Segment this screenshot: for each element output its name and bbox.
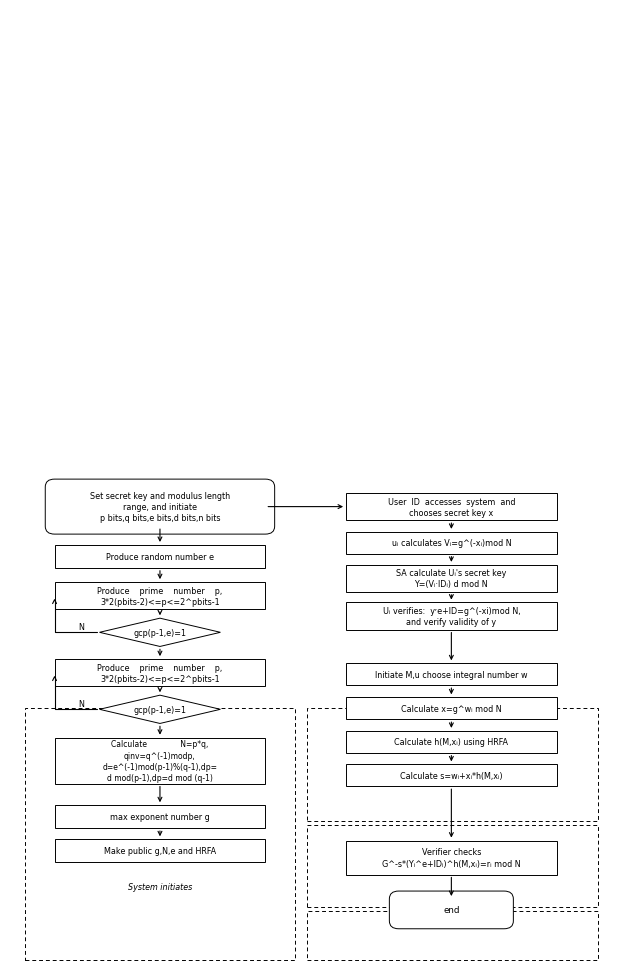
FancyBboxPatch shape: [346, 532, 557, 555]
Text: Uᵢ verifies:  yʳe+ID=g^(-xi)mod N,
and verify validity of y: Uᵢ verifies: yʳe+ID=g^(-xi)mod N, and ve…: [383, 606, 520, 627]
Bar: [307, 708, 598, 822]
FancyBboxPatch shape: [55, 805, 265, 828]
FancyBboxPatch shape: [346, 602, 557, 630]
FancyBboxPatch shape: [346, 565, 557, 593]
Text: end: end: [443, 906, 459, 914]
Text: Set secret key and modulus length
range, and initiate
p bits,q bits,e bits,d bit: Set secret key and modulus length range,…: [90, 492, 230, 522]
FancyBboxPatch shape: [346, 731, 557, 753]
FancyBboxPatch shape: [346, 697, 557, 720]
FancyBboxPatch shape: [45, 479, 275, 535]
Text: Calculate x=g^wᵢ mod N: Calculate x=g^wᵢ mod N: [401, 704, 502, 713]
Text: Produce    prime    number    p,
3*2(pbits-2)<=p<=2^pbits-1: Produce prime number p, 3*2(pbits-2)<=p<…: [97, 586, 223, 606]
Text: uᵢ calculates Vᵢ=g^(-xᵢ)mod N: uᵢ calculates Vᵢ=g^(-xᵢ)mod N: [392, 539, 511, 548]
FancyBboxPatch shape: [55, 839, 265, 863]
Text: N: N: [78, 699, 84, 708]
Bar: [25, 708, 294, 959]
FancyBboxPatch shape: [346, 494, 557, 520]
FancyBboxPatch shape: [55, 546, 265, 568]
Polygon shape: [99, 695, 221, 724]
FancyBboxPatch shape: [55, 583, 265, 609]
Bar: [307, 825, 598, 908]
Bar: [307, 911, 598, 959]
FancyBboxPatch shape: [346, 765, 557, 786]
FancyBboxPatch shape: [346, 663, 557, 686]
Text: Make public g,N,e and HRFA: Make public g,N,e and HRFA: [104, 846, 216, 856]
Text: Calculate s=wᵢ+xᵢ*h(M,xᵢ): Calculate s=wᵢ+xᵢ*h(M,xᵢ): [400, 771, 503, 780]
Text: max exponent number g: max exponent number g: [110, 813, 210, 822]
FancyBboxPatch shape: [346, 841, 557, 874]
FancyBboxPatch shape: [55, 737, 265, 784]
Text: N: N: [78, 622, 84, 631]
Text: User  ID  accesses  system  and
chooses secret key x: User ID accesses system and chooses secr…: [388, 497, 515, 517]
Text: gcp(p-1,e)=1: gcp(p-1,e)=1: [133, 705, 187, 714]
Text: Produce random number e: Produce random number e: [106, 553, 214, 561]
Text: gcp(p-1,e)=1: gcp(p-1,e)=1: [133, 628, 187, 637]
Text: Initiate M,u choose integral number w: Initiate M,u choose integral number w: [375, 670, 528, 679]
Text: Produce    prime    number    p,
3*2(pbits-2)<=p<=2^pbits-1: Produce prime number p, 3*2(pbits-2)<=p<…: [97, 663, 223, 683]
Text: Calculate              N=p*q,
qinv=q^(-1)modp,
d=e^(-1)mod(p-1)%(q-1),dp=
d mod(: Calculate N=p*q, qinv=q^(-1)modp, d=e^(-…: [102, 739, 218, 782]
Text: SA calculate Uᵢ's secret key
Y=(Vᵢ·IDᵢ) d mod N: SA calculate Uᵢ's secret key Y=(Vᵢ·IDᵢ) …: [396, 569, 507, 589]
FancyBboxPatch shape: [389, 891, 513, 929]
Polygon shape: [99, 618, 221, 646]
Text: Calculate h(M,xᵢ) using HRFA: Calculate h(M,xᵢ) using HRFA: [394, 737, 508, 746]
Text: Verifier checks
G^-s*(Yᵢ^e+IDᵢ)^h(M,xᵢ)=rᵢ mod N: Verifier checks G^-s*(Yᵢ^e+IDᵢ)^h(M,xᵢ)=…: [382, 848, 521, 867]
FancyBboxPatch shape: [55, 659, 265, 687]
Text: System initiates: System initiates: [128, 882, 192, 891]
